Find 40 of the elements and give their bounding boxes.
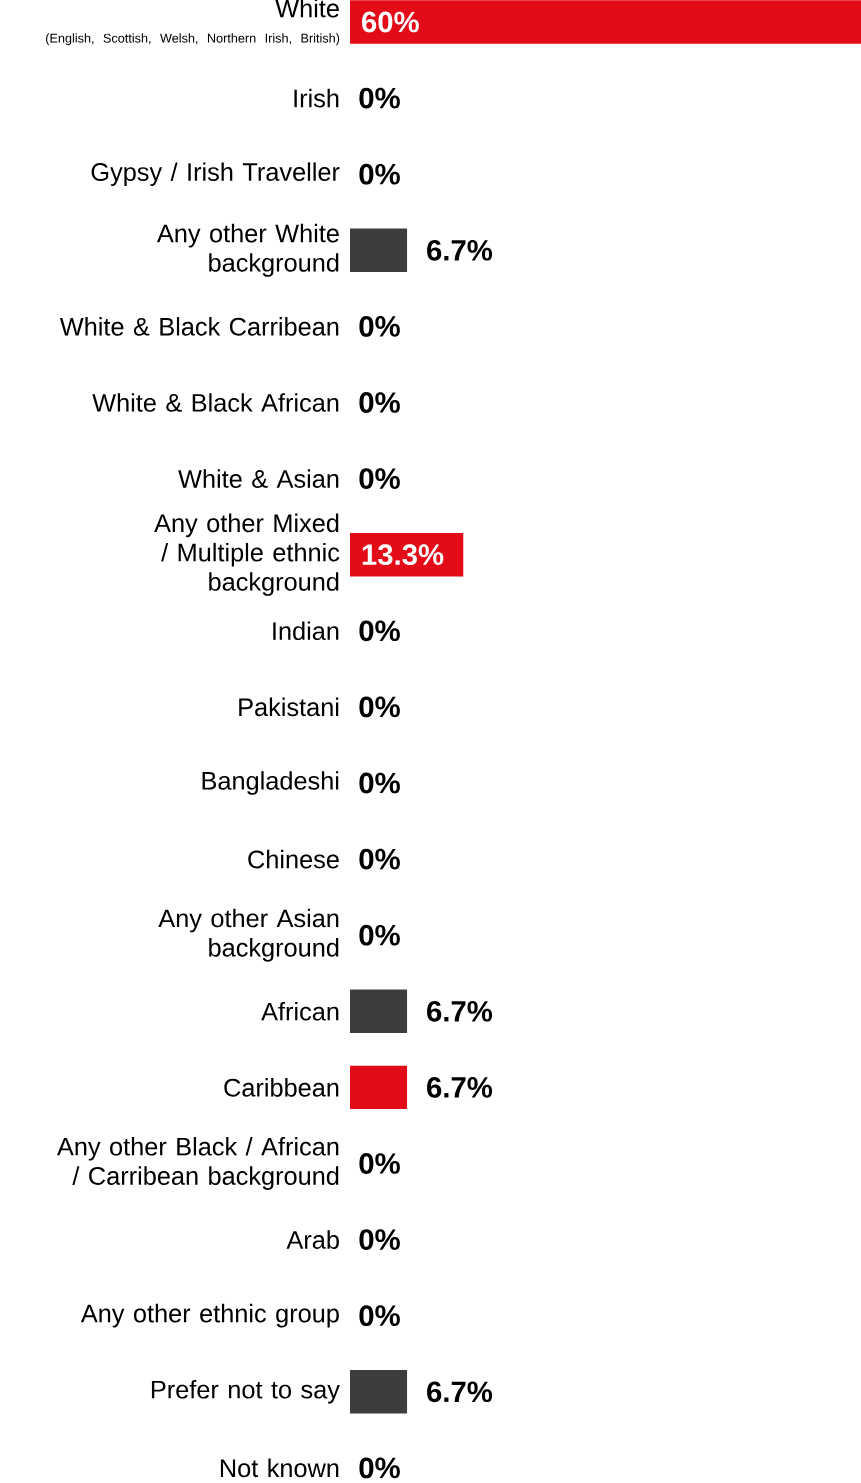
data-label: 0% <box>359 163 400 185</box>
data-label: 0% <box>359 848 400 870</box>
data-label: 0% <box>359 924 400 946</box>
data-label: 0% <box>359 696 400 718</box>
y-tick-label: Prefer not to say <box>151 1380 340 1404</box>
y-tick-label: White & Black Carribean <box>59 317 339 336</box>
y-tick-label: Chinese <box>248 849 339 869</box>
y-tick-label: Any other Black / African / Carribean background <box>56 1137 339 1190</box>
data-label: 6.7% <box>427 239 493 261</box>
y-tick-label: White & Black African <box>92 393 339 412</box>
data-label: 60% <box>362 11 419 33</box>
data-label: 0% <box>359 772 400 794</box>
data-label: 13.3% <box>362 544 444 566</box>
data-label: 0% <box>359 87 400 109</box>
y-tick-label: Any other Asian background <box>158 908 339 962</box>
y-tick-label: Bangladeshi <box>202 771 339 795</box>
data-label: 0% <box>359 1305 400 1327</box>
y-tick-label: Any other Mixed / Multiple ethnic background <box>154 513 340 596</box>
y-tick-label: Any other ethnic group <box>80 1303 339 1328</box>
data-label: 6.7% <box>427 1381 493 1403</box>
data-label: 6.7% <box>427 1076 493 1098</box>
y-tick-label: Caribbean <box>224 1078 339 1097</box>
data-label: 0% <box>359 1153 400 1174</box>
data-label: 0% <box>359 1457 400 1479</box>
data-label: 0% <box>359 620 400 642</box>
data-label: 0% <box>359 392 400 413</box>
y-tick-label: African <box>261 1001 339 1021</box>
y-tick-label: Irish <box>294 88 339 108</box>
data-label: 6.7% <box>427 1000 493 1022</box>
text: (English, Scottish, Welsh, Northern Irish, British) <box>46 33 340 46</box>
y-tick-label: Any other White background <box>156 223 339 277</box>
data-label: 0% <box>359 316 400 337</box>
y-tick-label: Gypsy / Irish Traveller <box>91 162 340 186</box>
y-tick-label: Arab <box>286 1230 339 1249</box>
y-tick-label: Pakistani <box>239 697 339 717</box>
y-tick-label: Not known <box>220 1458 339 1478</box>
data-label: 0% <box>359 468 400 489</box>
y-tick-label: Indian <box>273 621 339 641</box>
data-label: 0% <box>359 1229 400 1250</box>
y-tick-label: White & Asian <box>178 469 339 488</box>
